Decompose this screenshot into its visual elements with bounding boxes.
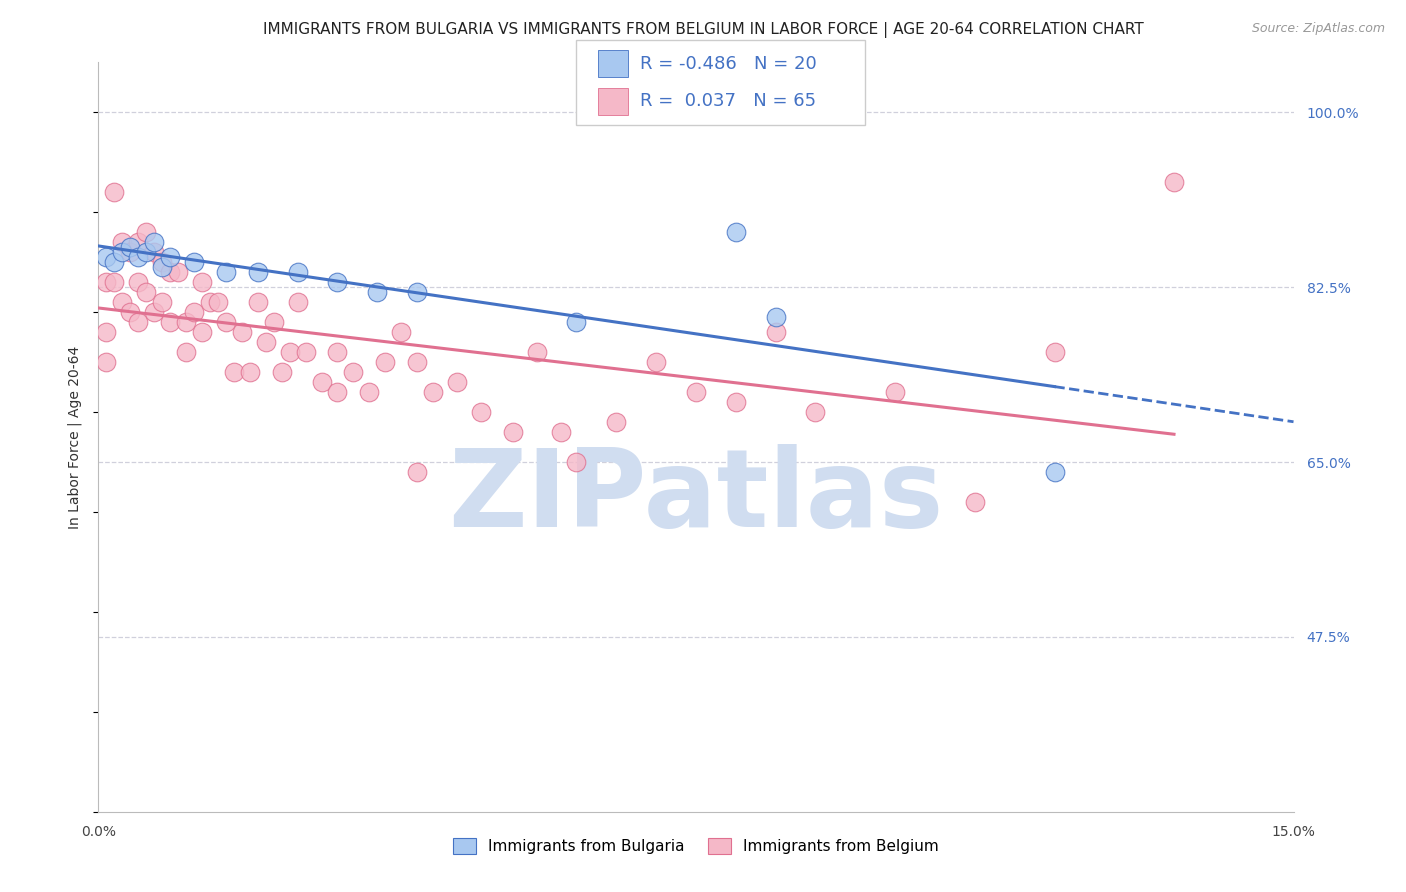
- Point: [111, 235, 134, 250]
- Point: [150, 260, 173, 275]
- Point: [406, 465, 429, 479]
- Point: [198, 295, 221, 310]
- Point: [183, 255, 205, 269]
- Point: [135, 285, 157, 300]
- Point: [724, 225, 747, 239]
- Point: [470, 405, 492, 419]
- Point: [167, 265, 190, 279]
- Point: [215, 315, 238, 329]
- Point: [342, 365, 364, 379]
- Point: [263, 315, 285, 329]
- Point: [502, 425, 524, 439]
- Point: [103, 186, 125, 200]
- Point: [159, 315, 181, 329]
- Point: [215, 265, 238, 279]
- Point: [366, 285, 388, 300]
- Point: [565, 455, 588, 469]
- Point: [103, 255, 125, 269]
- Point: [446, 375, 468, 389]
- Text: R = -0.486   N = 20: R = -0.486 N = 20: [640, 54, 817, 72]
- Point: [150, 255, 173, 269]
- Point: [135, 225, 157, 239]
- Point: [326, 345, 349, 359]
- Point: [422, 385, 444, 400]
- Point: [605, 415, 627, 429]
- Point: [159, 250, 181, 264]
- Point: [222, 365, 245, 379]
- Point: [550, 425, 572, 439]
- Point: [685, 385, 707, 400]
- Point: [120, 240, 142, 254]
- Point: [963, 495, 986, 509]
- Point: [183, 305, 205, 319]
- Point: [804, 405, 827, 419]
- Point: [111, 295, 134, 310]
- Point: [127, 275, 149, 289]
- Point: [150, 295, 173, 310]
- Point: [389, 325, 412, 339]
- Text: Source: ZipAtlas.com: Source: ZipAtlas.com: [1251, 22, 1385, 36]
- Point: [127, 250, 149, 264]
- Point: [270, 365, 292, 379]
- Point: [96, 250, 118, 264]
- Point: [231, 325, 253, 339]
- Point: [127, 235, 149, 250]
- Point: [374, 355, 396, 369]
- Point: [143, 245, 166, 260]
- Point: [143, 305, 166, 319]
- Point: [1043, 345, 1066, 359]
- Point: [724, 395, 747, 409]
- Point: [127, 315, 149, 329]
- Point: [159, 265, 181, 279]
- Point: [96, 275, 118, 289]
- Point: [120, 305, 142, 319]
- Point: [294, 345, 316, 359]
- Point: [278, 345, 301, 359]
- Point: [135, 245, 157, 260]
- Point: [1043, 465, 1066, 479]
- Point: [103, 275, 125, 289]
- Point: [326, 385, 349, 400]
- Point: [207, 295, 229, 310]
- Point: [174, 315, 197, 329]
- Point: [96, 325, 118, 339]
- Point: [239, 365, 262, 379]
- Y-axis label: In Labor Force | Age 20-64: In Labor Force | Age 20-64: [67, 345, 83, 529]
- Point: [246, 265, 269, 279]
- Point: [96, 355, 118, 369]
- Point: [287, 265, 309, 279]
- Point: [884, 385, 907, 400]
- Point: [287, 295, 309, 310]
- Point: [765, 310, 787, 325]
- Point: [645, 355, 668, 369]
- Point: [311, 375, 333, 389]
- Point: [246, 295, 269, 310]
- Point: [254, 335, 277, 350]
- Point: [1163, 175, 1185, 189]
- Point: [326, 275, 349, 289]
- Legend: Immigrants from Bulgaria, Immigrants from Belgium: Immigrants from Bulgaria, Immigrants fro…: [447, 832, 945, 860]
- Point: [526, 345, 548, 359]
- Point: [406, 285, 429, 300]
- Text: IMMIGRANTS FROM BULGARIA VS IMMIGRANTS FROM BELGIUM IN LABOR FORCE | AGE 20-64 C: IMMIGRANTS FROM BULGARIA VS IMMIGRANTS F…: [263, 22, 1143, 38]
- Point: [120, 245, 142, 260]
- Text: ZIPatlas: ZIPatlas: [449, 444, 943, 550]
- Point: [406, 355, 429, 369]
- Point: [191, 325, 214, 339]
- Point: [174, 345, 197, 359]
- Point: [143, 235, 166, 250]
- Point: [359, 385, 381, 400]
- Point: [111, 245, 134, 260]
- Point: [565, 315, 588, 329]
- Point: [191, 275, 214, 289]
- Point: [765, 325, 787, 339]
- Text: R =  0.037   N = 65: R = 0.037 N = 65: [640, 93, 815, 111]
